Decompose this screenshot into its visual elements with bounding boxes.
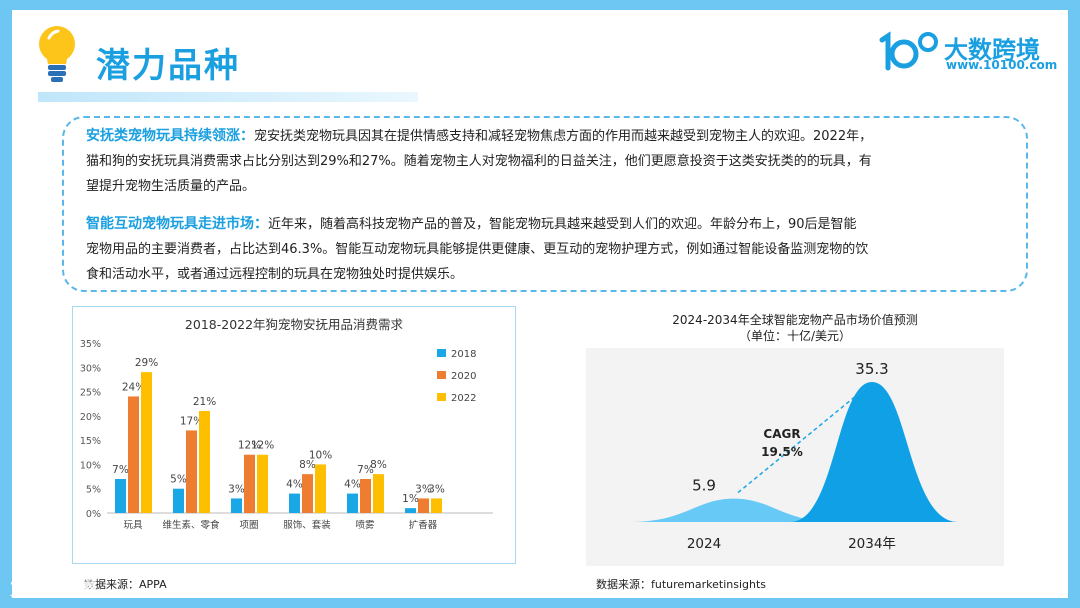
bar-2020: [360, 479, 371, 513]
bar-2022: [373, 474, 384, 513]
bar-value-label: 24%: [122, 381, 145, 393]
legend-swatch: [437, 393, 446, 401]
lightbulb-icon: [39, 26, 75, 82]
area-2024: [630, 498, 838, 522]
bar-2022: [257, 454, 268, 513]
bar-value-label: 3%: [428, 483, 445, 495]
paragraph-soothing-toys: 安抚类宠物玩具持续领涨：宠安抚类宠物玩具因其在提供情感支持和减轻宠物焦虑方面的作…: [86, 124, 1036, 199]
y-tick-label: 5%: [86, 485, 101, 496]
bar-chart: 2018-2022年狗宠物安抚用品消费需求 0% 5% 10% 15% 20% 25% 30%…: [80, 317, 493, 531]
bar-2020: [128, 396, 139, 513]
paragraph-line: 猫和狗的安抚玩具消费需求占比分别达到29%和27%。随着宠物主人对宠物福利的日益…: [86, 154, 872, 169]
bar-value-label: 17%: [180, 415, 203, 427]
bar-value-label: 21%: [193, 396, 216, 408]
brand-name: 大数跨境: [944, 36, 1040, 64]
area-chart-source: 数据来源：futuremarketinsights: [596, 578, 767, 591]
bar-2020: [186, 430, 197, 513]
bar-2022: [199, 411, 210, 513]
paragraph-line: 宠物用品的主要消费者，占比达到46.3%。智能互动宠物玩具能够提供更健康、更互动…: [86, 242, 869, 257]
watermark: 大数跨境: [10, 576, 99, 601]
bar-2018: [347, 493, 358, 513]
bar-value-label: 1%: [402, 493, 419, 505]
y-tick-label: 30%: [80, 363, 101, 374]
area-2034: [790, 382, 958, 522]
bar-2022: [141, 372, 152, 513]
paragraph-line: 食和活动水平，或者通过远程控制的玩具在宠物独处时提供娱乐。: [86, 267, 464, 282]
bar-chart-panel: 2018-2022年狗宠物安抚用品消费需求 0% 5% 10% 15% 20% 25% 30%…: [72, 306, 516, 564]
area-chart-title-text: 2024-2034年全球智能宠物产品市场价值预测: [672, 313, 918, 327]
bar-2020: [418, 498, 429, 513]
bar-2022: [315, 464, 326, 513]
x-category-label: 项圈: [239, 520, 258, 531]
x-category-label: 2034年: [848, 536, 896, 552]
y-tick-label: 20%: [80, 412, 101, 423]
x-category-label: 服饰、套装: [283, 519, 331, 531]
bar-2022: [431, 498, 442, 513]
bar-2018: [231, 498, 242, 513]
y-tick-label: 25%: [80, 388, 101, 399]
bar-value-label: 12%: [238, 440, 261, 452]
description-box: [62, 116, 1028, 292]
bar-value-label: 5%: [170, 474, 187, 486]
legend-label: 2018: [451, 349, 476, 360]
y-tick-label: 10%: [80, 460, 101, 471]
bar-value-label: 3%: [415, 483, 432, 495]
x-category-label: 2024: [687, 536, 721, 552]
value-label-2024: 5.9: [692, 477, 716, 495]
title-underline: [38, 92, 418, 102]
paragraph-line: 望提升宠物生活质量的产品。: [86, 179, 256, 194]
paragraph-line: 宠安抚类宠物玩具因其在提供情感支持和减轻宠物焦虑方面的作用而越来越受到宠物主人的…: [254, 129, 873, 144]
bar-2018: [405, 508, 416, 513]
bar-2018: [173, 488, 184, 513]
cagr-label: CAGR: [763, 427, 800, 441]
y-tick-label: 15%: [80, 436, 101, 447]
bar-value-label: 7%: [357, 464, 374, 476]
bar-chart-source: 数据来源：APPA: [84, 578, 167, 591]
x-category-label: 维生素、零食: [162, 519, 220, 531]
bar-2018: [115, 479, 126, 513]
bar-value-label: 12%: [251, 440, 274, 452]
page-title: 潜力品种: [96, 46, 240, 86]
cagr-trend-line: [737, 385, 869, 494]
brand-url: www.10100.com: [946, 58, 1058, 72]
area-chart-title: 2024-2034年全球智能宠物产品市场价值预测 （单位：十亿/美元）: [560, 312, 1030, 344]
legend-swatch: [437, 349, 446, 357]
bar-chart-title: 2018-2022年狗宠物安抚用品消费需求: [185, 317, 404, 332]
bar-value-label: 10%: [309, 449, 332, 461]
bar-value-label: 8%: [299, 459, 316, 471]
area-chart: 5.9 35.3 CAGR 19.5% 2024 2034年: [630, 360, 958, 552]
legend-label: 2020: [451, 371, 476, 382]
bar-value-label: 29%: [135, 357, 158, 369]
paragraph-heading: 安抚类宠物玩具持续领涨：: [86, 128, 254, 144]
x-category-label: 玩具: [123, 520, 143, 531]
x-category-label: 扩香器: [409, 519, 438, 531]
paragraph-line: 近年来，随着高科技宠物产品的普及，智能宠物玩具越来越受到人们的欢迎。年龄分布上，…: [268, 217, 857, 232]
area-chart-panel: 5.9 35.3 CAGR 19.5% 2024 2034年: [586, 348, 1004, 566]
bar-value-label: 3%: [228, 483, 245, 495]
bar-value-label: 8%: [370, 459, 387, 471]
legend-label: 2022: [451, 393, 476, 404]
paragraph-heading: 智能互动宠物玩具走进市场：: [86, 216, 268, 232]
paragraph-smart-toys: 智能互动宠物玩具走进市场：近年来，随着高科技宠物产品的普及，智能宠物玩具越来越受…: [86, 212, 1036, 287]
area-chart-subtitle: （单位：十亿/美元）: [738, 329, 852, 343]
value-label-2034: 35.3: [855, 360, 888, 378]
bar-2018: [289, 493, 300, 513]
bar-2020: [302, 474, 313, 513]
bar-value-label: 4%: [286, 479, 303, 491]
y-tick-label: 35%: [80, 339, 101, 350]
brand-logo-icon: [879, 31, 938, 71]
y-tick-label: 0%: [86, 509, 101, 520]
cagr-value: 19.5%: [761, 445, 803, 459]
x-category-label: 喷雾: [355, 520, 375, 531]
bar-2020: [244, 454, 255, 513]
legend-swatch: [437, 371, 446, 379]
bar-value-label: 7%: [112, 464, 129, 476]
bar-value-label: 4%: [344, 479, 361, 491]
